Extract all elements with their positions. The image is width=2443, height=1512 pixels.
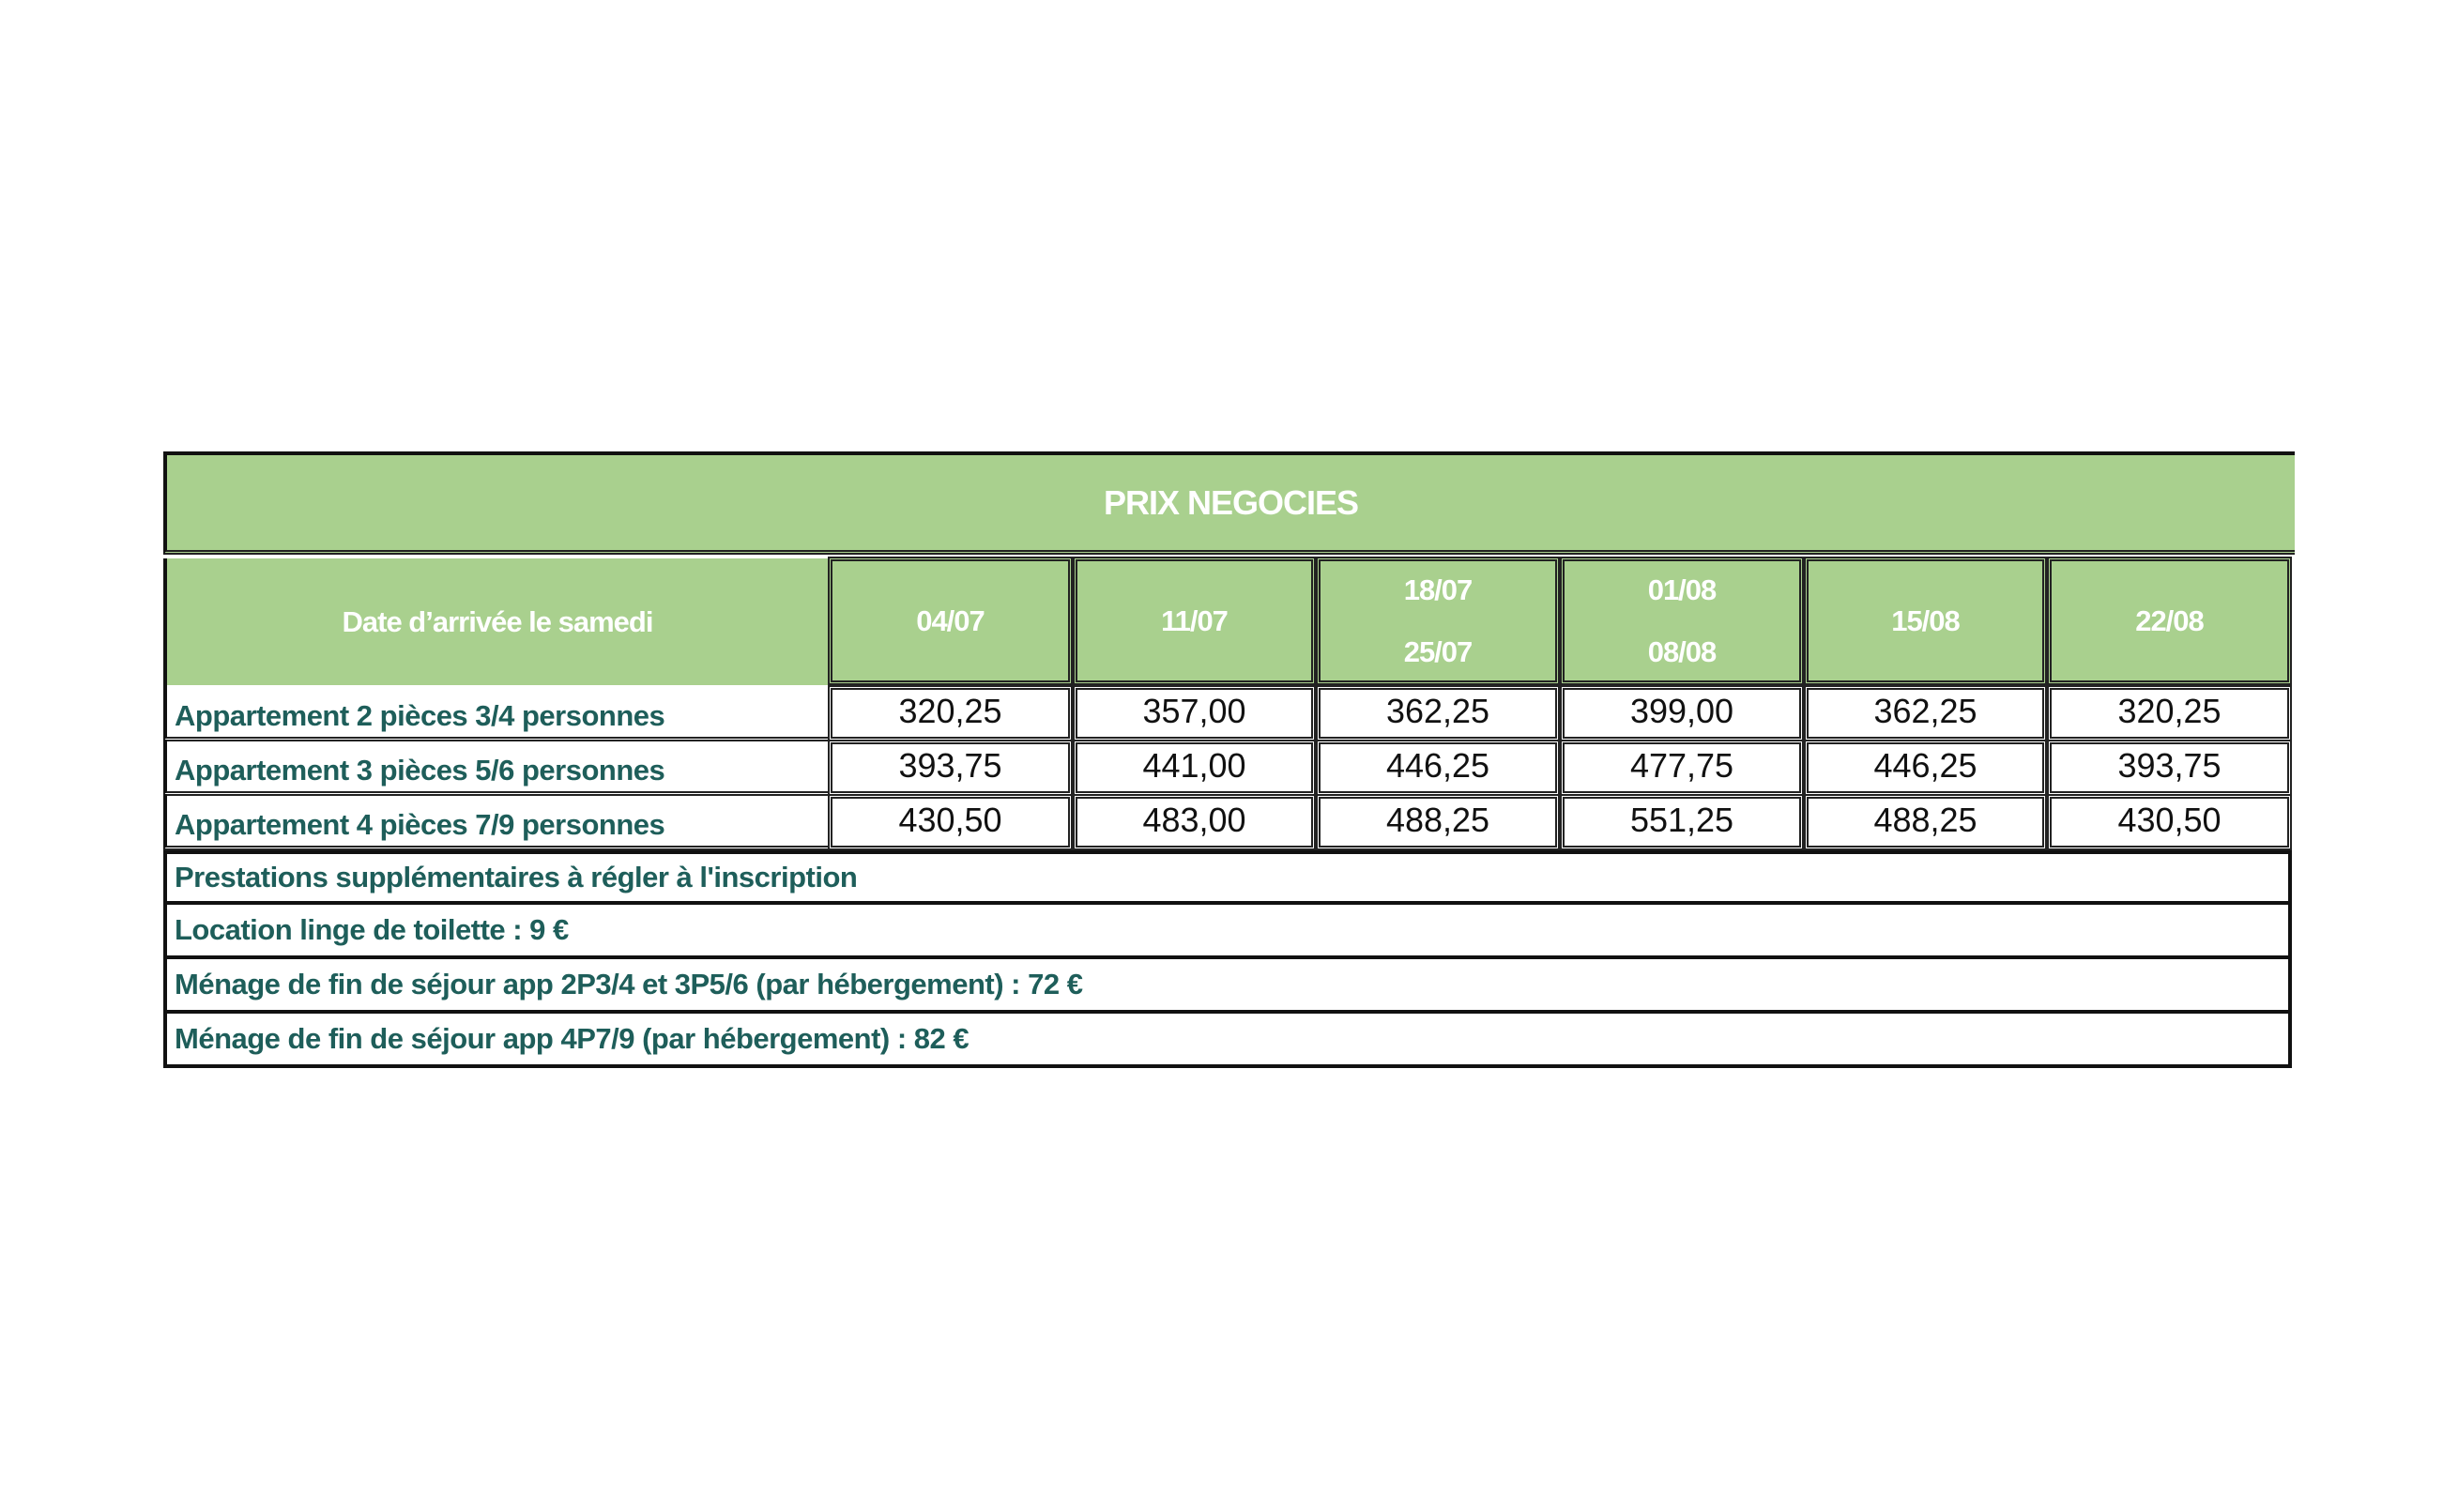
price-cell: 488,25 bbox=[1316, 794, 1560, 850]
price-cell: 393,75 bbox=[828, 740, 1073, 796]
price-cell: 477,75 bbox=[1560, 740, 1804, 796]
column-date: 15/08 bbox=[1891, 603, 1961, 637]
price-cell: 441,00 bbox=[1073, 740, 1316, 796]
price-cell: 488,25 bbox=[1804, 794, 2047, 850]
column-header-0: 04/07 bbox=[828, 557, 1073, 685]
price-cell: 483,00 bbox=[1073, 794, 1316, 850]
price-cell: 430,50 bbox=[2047, 794, 2292, 850]
extra-info-row: Prestations supplémentaires à régler à l… bbox=[163, 850, 2292, 905]
price-cell: 362,25 bbox=[1804, 685, 2047, 741]
extra-info-row: Ménage de fin de séjour app 2P3/4 et 3P5… bbox=[163, 959, 2292, 1014]
price-cell: 551,25 bbox=[1560, 794, 1804, 850]
header-label: Date d’arrivée le samedi bbox=[163, 558, 828, 685]
row-label: Appartement 4 pièces 7/9 personnes bbox=[163, 794, 828, 850]
column-date: 01/08 bbox=[1647, 573, 1718, 606]
column-date: 11/07 bbox=[1161, 603, 1229, 637]
column-date: 04/07 bbox=[916, 603, 985, 637]
column-date: 22/08 bbox=[2135, 603, 2205, 637]
price-cell: 399,00 bbox=[1560, 685, 1804, 741]
price-cell: 446,25 bbox=[1316, 740, 1560, 796]
price-cell: 320,25 bbox=[828, 685, 1073, 741]
table-title: PRIX NEGOCIES bbox=[163, 451, 2295, 555]
extra-info-row: Location linge de toilette : 9 € bbox=[163, 905, 2292, 959]
price-cell: 446,25 bbox=[1804, 740, 2047, 796]
price-cell: 320,25 bbox=[2047, 685, 2292, 741]
row-label: Appartement 3 pièces 5/6 personnes bbox=[163, 740, 828, 796]
column-header-2: 18/07 25/07 bbox=[1316, 557, 1560, 685]
column-date: 18/07 bbox=[1403, 573, 1473, 606]
extra-info-row: Ménage de fin de séjour app 4P7/9 (par h… bbox=[163, 1014, 2292, 1068]
column-header-1: 11/07 bbox=[1073, 557, 1316, 685]
row-label: Appartement 2 pièces 3/4 personnes bbox=[163, 685, 828, 741]
price-cell: 362,25 bbox=[1316, 685, 1560, 741]
column-header-4: 15/08 bbox=[1804, 557, 2047, 685]
price-cell: 393,75 bbox=[2047, 740, 2292, 796]
price-cell: 430,50 bbox=[828, 794, 1073, 850]
column-header-3: 01/08 08/08 bbox=[1560, 557, 1804, 685]
column-date-2: 08/08 bbox=[1647, 634, 1718, 668]
column-date-2: 25/07 bbox=[1403, 634, 1473, 668]
column-header-5: 22/08 bbox=[2047, 557, 2292, 685]
price-cell: 357,00 bbox=[1073, 685, 1316, 741]
